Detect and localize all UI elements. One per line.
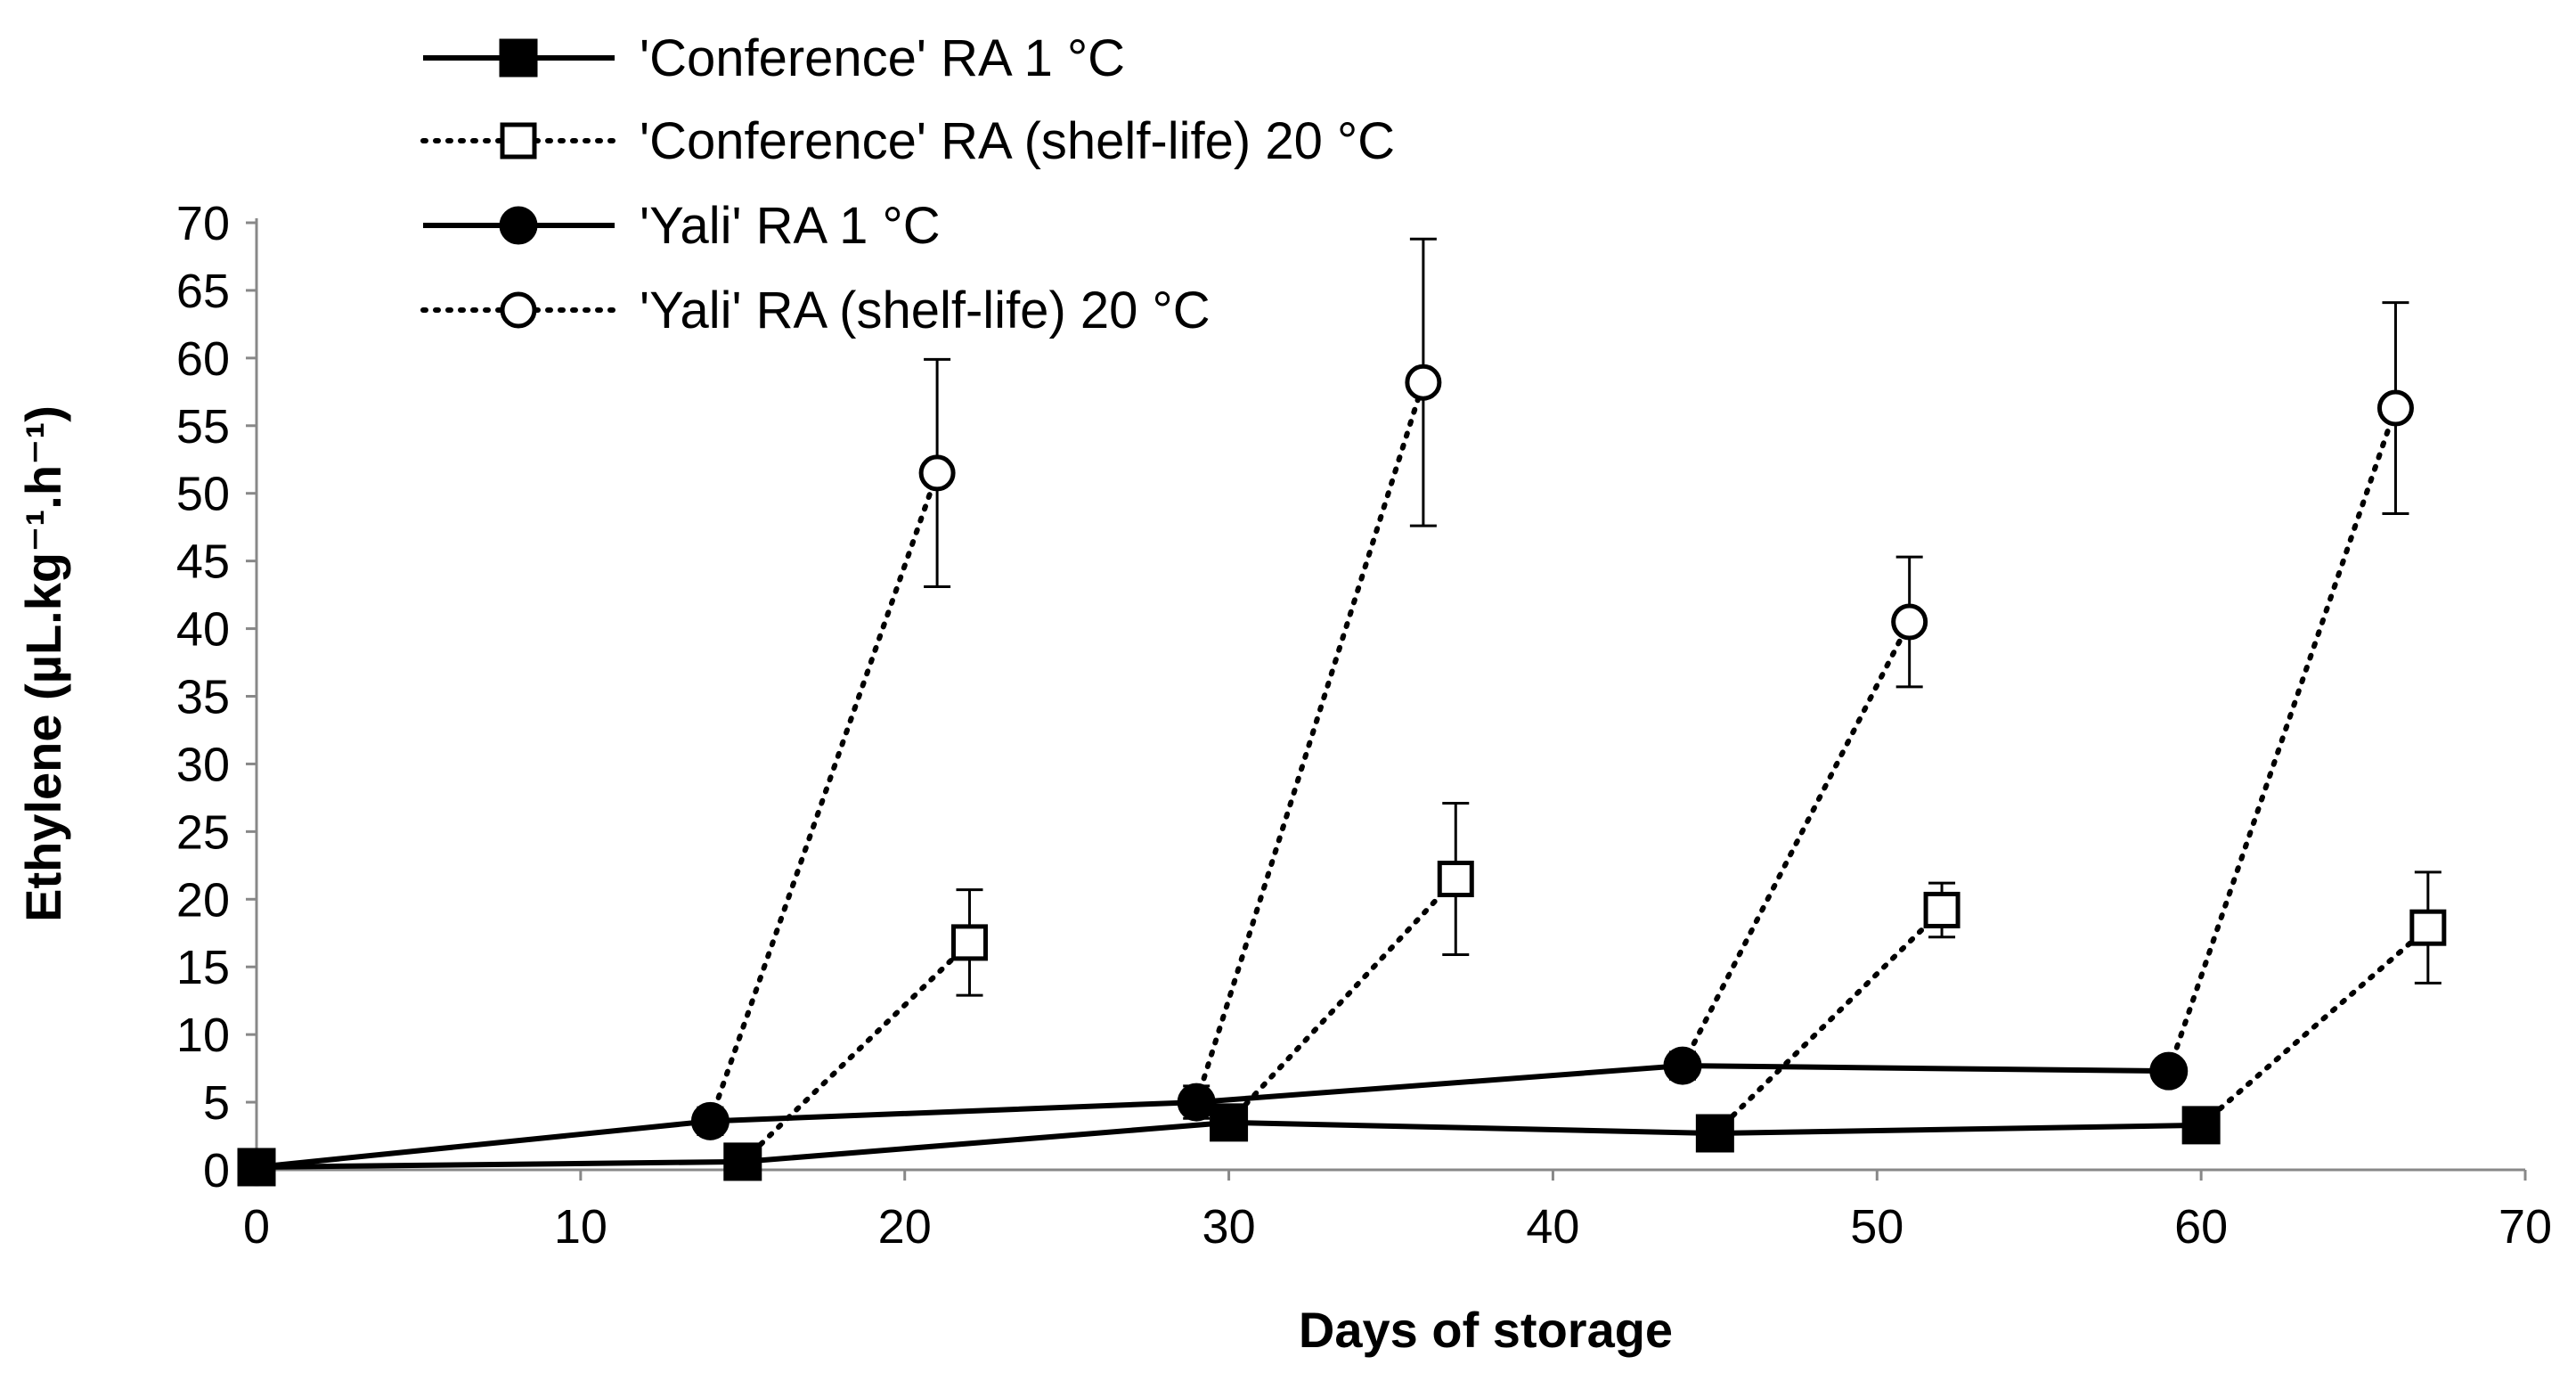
- y-tick-label: 40: [176, 603, 230, 657]
- data-point: [1177, 1083, 1216, 1122]
- data-point: [1695, 1114, 1734, 1153]
- legend-label: 'Yali' RA (shelf-life) 20 °C: [640, 282, 1211, 339]
- y-tick-label: 35: [176, 671, 230, 724]
- x-tick-label: 40: [1526, 1200, 1579, 1254]
- y-tick-label: 65: [176, 265, 230, 318]
- x-tick-label: 20: [878, 1200, 932, 1254]
- x-tick-label: 50: [1850, 1200, 1903, 1254]
- legend: 'Conference' RA 1 °C 'Conference' RA (she…: [420, 29, 1395, 339]
- legend-label: 'Conference' RA 1 °C: [640, 29, 1125, 87]
- data-point: [1891, 603, 1928, 641]
- data-point: [237, 1148, 276, 1187]
- series-line: [707, 470, 941, 1124]
- legend-item-yali-ra-shelf-life-20-c: 'Yali' RA (shelf-life) 20 °C: [420, 282, 1211, 339]
- series-conference-ra-shelf-life-20-c-points: [950, 801, 2447, 997]
- data-point: [950, 924, 988, 961]
- series-yali-ra-shelf-life-20-c-points: [918, 237, 2414, 689]
- data-point: [1663, 1046, 1702, 1085]
- series-line: [1679, 618, 1912, 1069]
- legend-item-conference-ra-shelf-life-20-c: 'Conference' RA (shelf-life) 20 °C: [420, 112, 1395, 170]
- y-tick-label: 55: [176, 400, 230, 454]
- data-point: [723, 1142, 762, 1181]
- y-tick-label: 0: [203, 1144, 230, 1197]
- y-axis-title: Ethylene (µL.kg⁻¹.h⁻¹): [15, 405, 71, 922]
- data-point: [1437, 861, 1474, 898]
- series-yali-ra-1-c-points: [237, 1046, 2189, 1187]
- series-line: [739, 939, 973, 1164]
- y-tick-label: 30: [176, 738, 230, 791]
- series-line: [1194, 380, 1426, 1106]
- legend-label: 'Conference' RA (shelf-life) 20 °C: [640, 112, 1395, 170]
- data-point: [1405, 364, 1442, 401]
- data-point: [2149, 1051, 2189, 1091]
- y-tick-label: 50: [176, 468, 230, 521]
- series-line: [2165, 405, 2399, 1075]
- x-tick-label: 60: [2174, 1200, 2228, 1254]
- series-conference-ra-shelf-life-20-c: [739, 876, 2431, 1164]
- series-yali-ra-shelf-life-20-c: [707, 380, 2399, 1124]
- y-tick-label: 45: [176, 535, 230, 589]
- axes: 0 5 10 15 20 25 30 35 40 45 50 55 60 65 70 0 10 20 30 40 50 6…: [176, 197, 2552, 1254]
- data-point: [918, 454, 956, 492]
- series-line: [2198, 925, 2431, 1128]
- legend-marker: [499, 38, 538, 78]
- legend-item-yali-ra-1-c: 'Yali' RA 1 °C: [423, 197, 941, 255]
- series-line: [1226, 876, 1459, 1125]
- y-tick-label: 60: [176, 332, 230, 386]
- y-tick-label: 70: [176, 197, 230, 250]
- y-tick-label: 5: [203, 1076, 230, 1130]
- legend-label: 'Yali' RA 1 °C: [640, 197, 941, 255]
- plot-area: [237, 237, 2447, 1187]
- data-point: [2181, 1106, 2221, 1145]
- data-point: [1210, 1103, 1249, 1142]
- legend-marker: [499, 206, 538, 245]
- x-tick-label: 70: [2499, 1200, 2552, 1254]
- data-point: [2376, 389, 2414, 427]
- data-point: [1923, 891, 1961, 928]
- x-tick-label: 10: [554, 1200, 607, 1254]
- data-point: [2409, 909, 2447, 946]
- y-tick-label: 10: [176, 1009, 230, 1062]
- x-axis-title: Days of storage: [1299, 1302, 1673, 1358]
- legend-item-conference-ra-1-c: 'Conference' RA 1 °C: [423, 29, 1125, 87]
- legend-marker: [500, 122, 537, 159]
- legend-marker: [500, 291, 537, 329]
- series-line: [1712, 907, 1945, 1136]
- x-tick-label: 0: [243, 1200, 270, 1254]
- y-tick-label: 15: [176, 941, 230, 994]
- x-tick-label: 30: [1202, 1200, 1256, 1254]
- y-tick-label: 25: [176, 805, 230, 859]
- y-tick-label: 20: [176, 873, 230, 927]
- data-point: [690, 1101, 730, 1140]
